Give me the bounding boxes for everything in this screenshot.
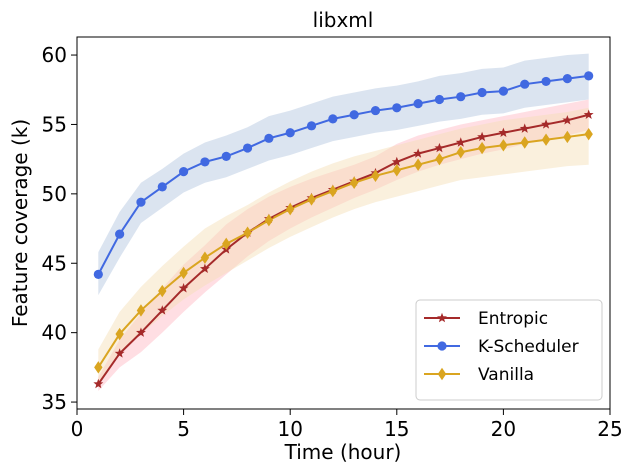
entropic-legend-label: Entropic [478,309,548,329]
k-scheduler-point [456,92,466,102]
k-scheduler-point [200,157,210,167]
k-scheduler-point [136,197,146,207]
k-scheduler-legend-label: K-Scheduler [478,337,579,357]
entropic-point [199,263,210,274]
k-scheduler-point [328,114,338,124]
x-axis-ticks: 0 5 10 15 20 25 [71,409,623,441]
x-tick-label: 0 [71,417,84,441]
k-scheduler-point [584,71,594,81]
entropic-point [434,142,445,153]
entropic-band [98,99,589,391]
vanilla-point [115,327,124,341]
vanilla-point [584,127,593,141]
legend: Entropic K-Scheduler Vanilla [415,299,603,401]
chart-title: libxml [313,8,374,32]
vanilla-point [222,237,231,251]
vanilla-point [371,169,380,183]
k-scheduler-point [562,74,572,84]
vanilla-point [179,266,188,280]
vanilla-point [413,158,423,171]
vanilla-point [264,214,274,227]
entropic-point [455,137,466,147]
vanilla-point [456,146,465,159]
vanilla-point [392,164,401,177]
entropic-legend-marker [437,312,447,323]
vanilla-point [94,361,103,374]
plot-frame [76,36,611,410]
k-scheduler-point [477,87,487,98]
y-tick-label: 45 [42,251,67,275]
vanilla-point [158,284,167,298]
k-scheduler-point [541,76,551,87]
entropic-point [583,109,594,119]
entropic-point [413,148,424,158]
x-tick-label: 25 [597,417,622,441]
vanilla-point [200,251,210,264]
vanilla-point [243,226,252,239]
vanilla-point [328,184,338,198]
vanilla-point [563,130,572,144]
y-tick-label: 35 [42,390,67,414]
x-tick-label: 15 [384,417,409,441]
entropic-point [498,127,509,137]
entropic-point [477,131,488,142]
entropic-point [114,348,125,358]
vanilla-point [136,304,146,317]
k-scheduler-point [498,86,508,96]
vanilla-legend-marker [437,367,447,381]
k-scheduler-point [285,128,295,138]
k-scheduler-point [93,269,103,279]
entropic-point [541,119,551,129]
y-tick-label: 60 [42,43,67,67]
k-scheduler-point [392,103,402,113]
x-tick-label: 10 [277,417,302,441]
entropic-point [562,115,573,125]
k-scheduler-point [157,182,167,192]
vanilla-point [435,152,444,166]
vanilla-point [349,176,359,189]
series-markers [93,71,594,389]
entropic-point [157,305,168,315]
y-tick-label: 40 [42,321,67,345]
entropic-point [136,327,146,337]
k-scheduler-band [98,53,589,296]
k-scheduler-point [306,121,317,131]
k-scheduler-point [413,99,423,109]
k-scheduler-point [434,94,445,105]
k-scheduler-legend-marker [437,341,447,351]
k-scheduler-point [221,151,231,161]
y-tick-label: 50 [42,182,67,206]
vanilla-point [520,136,529,149]
k-scheduler-point [349,110,359,120]
vanilla-point [307,193,316,206]
vanilla-point [541,133,551,146]
k-scheduler-point [179,167,189,177]
vanilla-point [286,202,295,216]
x-tick-label: 5 [177,417,190,441]
legend-box [415,299,603,401]
x-axis-label: Time (hour) [284,440,402,464]
confidence-bands [98,53,589,391]
y-tick-label: 55 [42,112,67,136]
k-scheduler-point [115,229,125,239]
entropic-point [93,378,104,389]
entropic-point [178,283,189,293]
k-scheduler-point [370,105,381,116]
entropic-point [391,156,402,167]
vanilla-band [98,107,589,385]
y-axis-label: Feature coverage (k) [8,119,32,327]
k-scheduler-point [520,79,530,89]
vanilla-legend-label: Vanilla [478,365,534,385]
vanilla-point [499,139,508,152]
entropic-point [519,123,530,133]
y-axis-ticks: 35 40 45 50 55 60 [42,43,77,414]
x-tick-label: 20 [491,417,516,441]
vanilla-point [477,141,487,155]
k-scheduler-point [242,143,253,153]
k-scheduler-point [264,133,274,143]
